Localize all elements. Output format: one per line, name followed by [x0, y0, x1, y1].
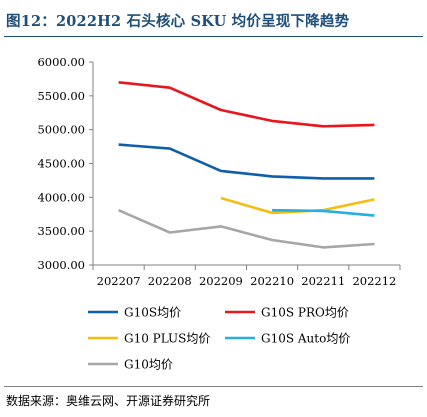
- y-tick-label: 5500.00: [37, 89, 85, 103]
- legend-label-1: G10S均价: [124, 306, 181, 320]
- x-tick-label: 202210: [250, 274, 294, 288]
- source-divider: [4, 386, 423, 387]
- legend-label-2: G10S PRO均价: [261, 306, 349, 320]
- y-tick-label: 5000.00: [37, 123, 85, 137]
- y-tick-label: 3500.00: [37, 224, 85, 238]
- x-tick-label: 202211: [301, 274, 345, 288]
- series-line-2: [118, 81, 375, 128]
- line-chart: 3000.00 3500.00 4000.00 4500.00 5000.00 5500.…: [37, 55, 401, 372]
- series-line-4: [272, 208, 375, 217]
- chart-legend: G10S均价 G10S PRO均价 G10 PLUS均价 G10S Auto均价 G10…: [88, 306, 350, 372]
- x-tick-label: 202209: [199, 274, 243, 288]
- title-divider: [4, 36, 423, 37]
- y-tick-label: 4000.00: [37, 190, 85, 204]
- x-tick-label: 202207: [97, 274, 141, 288]
- source-note: 数据来源：奥维云网、开源证券研究所: [6, 394, 211, 408]
- chart-title: 图12：2022H2 石头核心 SKU 均价呈现下降趋势: [6, 13, 350, 30]
- y-tick-label: 3000.00: [37, 258, 85, 272]
- chart-axes: 3000.00 3500.00 4000.00 4500.00 5000.00 5500.…: [37, 55, 401, 288]
- series-line-1: [118, 143, 375, 180]
- series-line-5: [118, 209, 375, 249]
- y-tick-label: 6000.00: [37, 55, 85, 69]
- legend-label-4: G10S Auto均价: [261, 332, 350, 346]
- legend-label-5: G10均价: [124, 358, 173, 372]
- legend-label-3: G10 PLUS均价: [124, 332, 210, 346]
- chart-series: [118, 81, 375, 249]
- x-tick-label: 202208: [148, 274, 192, 288]
- x-tick-label: 202212: [352, 274, 396, 288]
- y-tick-label: 4500.00: [37, 157, 85, 171]
